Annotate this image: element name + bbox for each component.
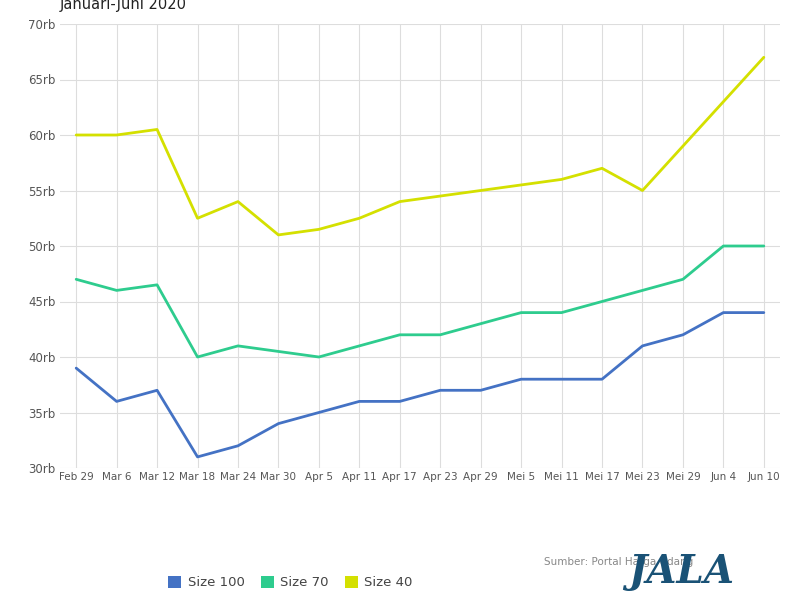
Legend: Size 100, Size 70, Size 40: Size 100, Size 70, Size 40 — [162, 571, 418, 595]
Text: JALA: JALA — [628, 553, 734, 591]
Text: Januari-Juni 2020: Januari-Juni 2020 — [60, 0, 187, 13]
Text: Sumber: Portal Harga Udang: Sumber: Portal Harga Udang — [544, 557, 694, 567]
